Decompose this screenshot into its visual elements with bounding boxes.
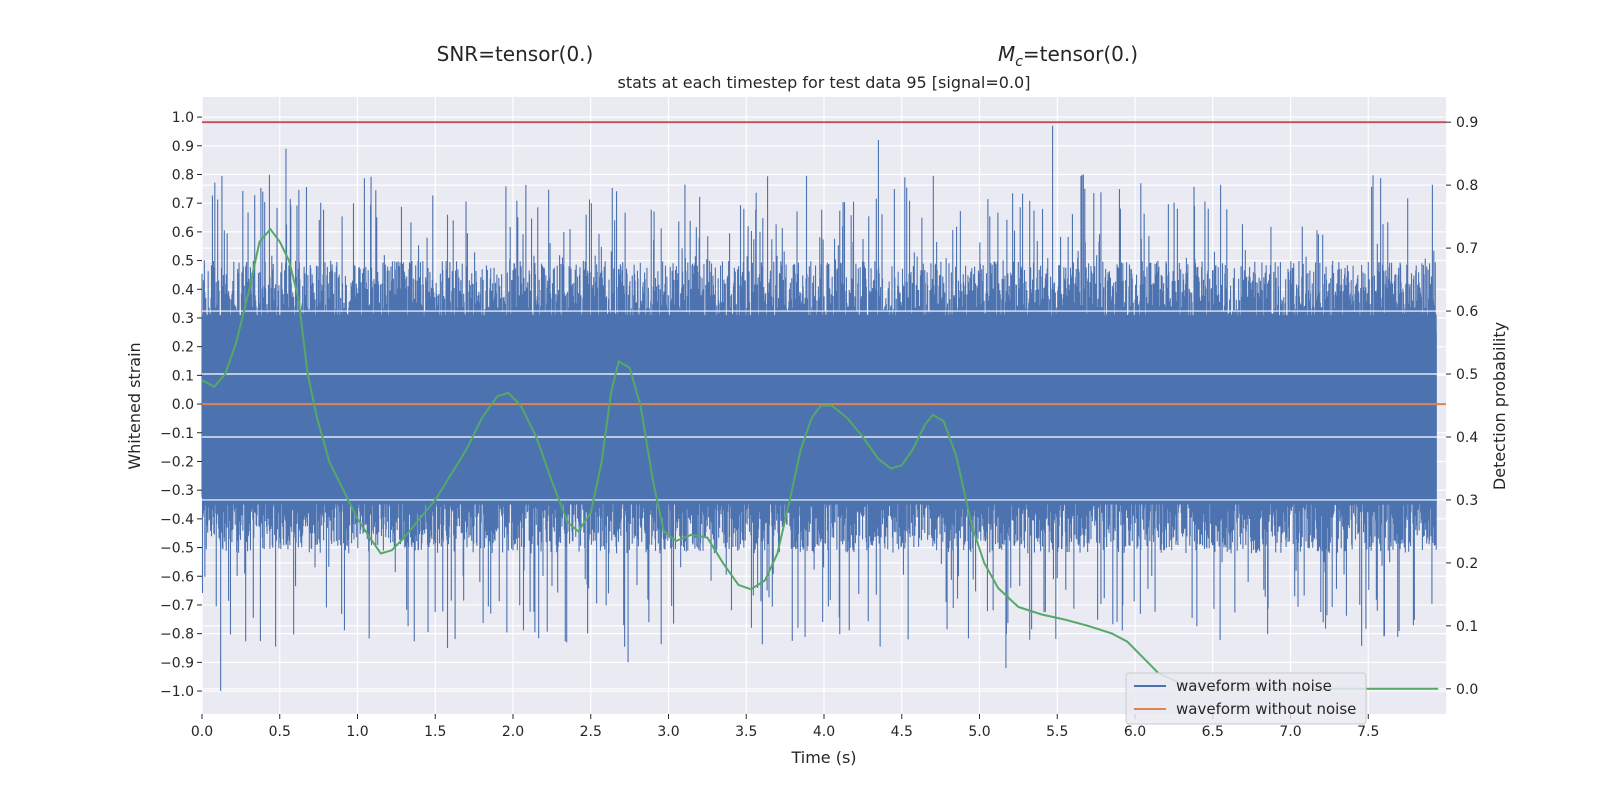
suptitle-right-symbol: M	[998, 42, 1015, 66]
y-left-tick-label: 0.4	[172, 282, 194, 298]
y-left-tick-label: −0.2	[160, 454, 194, 470]
y-left-tick-label: 0.8	[172, 167, 194, 183]
y-left-tick-label: −0.6	[160, 569, 194, 585]
x-tick-label: 7.5	[1357, 724, 1379, 740]
chart-title: stats at each timestep for test data 95 …	[618, 73, 1031, 92]
y-left-tick-label: −0.1	[160, 426, 194, 442]
x-tick-label: 2.5	[580, 724, 602, 740]
x-tick-label: 5.0	[968, 724, 990, 740]
y-right-tick-label: 0.6	[1456, 304, 1478, 320]
y-right-tick-label: 0.7	[1456, 241, 1478, 257]
x-tick-label: 1.0	[346, 724, 368, 740]
suptitle-right: Mc=tensor(0.)	[998, 42, 1138, 70]
x-tick-label: 0.5	[269, 724, 291, 740]
line-series	[201, 121, 1446, 690]
legend-label-noise: waveform with noise	[1176, 677, 1332, 695]
y-left-tick-label: −1.0	[160, 684, 194, 700]
y-axis-label-right: Detection probability	[1490, 322, 1509, 490]
y-right-tick-label: 0.9	[1456, 115, 1478, 131]
y-left-tick-label: 1.0	[172, 110, 194, 126]
y-left-tick-label: 0.6	[172, 225, 194, 241]
legend-label-clean: waveform without noise	[1176, 700, 1356, 718]
x-tick-label: 6.0	[1124, 724, 1146, 740]
y-left-tick-label: −0.4	[160, 512, 194, 528]
y-left-tick-label: 0.3	[172, 311, 194, 327]
y-left-tick-label: 0.0	[172, 397, 194, 413]
x-tick-label: 1.5	[424, 724, 446, 740]
y-right-tick-label: 0.8	[1456, 178, 1478, 194]
y-axis-label-left: Whitened strain	[125, 342, 144, 469]
y-right-tick-label: 0.0	[1456, 682, 1478, 698]
y-left-tick-label: −0.9	[160, 655, 194, 671]
suptitle-right-sub: c	[1015, 54, 1023, 70]
detection-probability-line	[201, 227, 1439, 690]
x-tick-label: 4.0	[813, 724, 835, 740]
noisy-waveform-core	[202, 315, 1437, 505]
y-right-tick-label: 0.5	[1456, 367, 1478, 383]
legend: waveform with noise waveform without noi…	[1125, 672, 1367, 725]
y-left-tick-label: −0.8	[160, 627, 194, 643]
y-left-tick-label: 0.7	[172, 196, 194, 212]
axes: 0.0 0.5 1.0 1.5 2.0 2.5 3.0 3.5 4.0 4.5 5.0 5.5 6.0 6…	[160, 110, 1478, 740]
x-tick-label: 6.5	[1202, 724, 1224, 740]
x-axis-label: Time (s)	[790, 748, 856, 767]
y-left-tick-label: 0.2	[172, 340, 194, 356]
noisy-waveform-series	[201, 125, 1437, 691]
suptitle-right-rest: =tensor(0.)	[1023, 42, 1138, 66]
x-tick-label: 5.5	[1046, 724, 1068, 740]
y-left-tick-label: −0.5	[160, 541, 194, 557]
legend-box	[1125, 672, 1367, 725]
x-tick-label: 7.0	[1279, 724, 1301, 740]
y-left-tick-label: 0.5	[172, 254, 194, 270]
suptitle-left: SNR=tensor(0.)	[437, 42, 594, 66]
x-tick-label: 2.0	[502, 724, 524, 740]
y-right-tick-label: 0.3	[1456, 493, 1478, 509]
x-tick-label: 3.0	[657, 724, 679, 740]
x-tick-label: 3.5	[735, 724, 757, 740]
x-tick-label: 4.5	[891, 724, 913, 740]
y-right-tick-label: 0.2	[1456, 556, 1478, 572]
y-left-tick-label: −0.7	[160, 598, 194, 614]
y-left-tick-label: 0.9	[172, 139, 194, 155]
y-right-tick-label: 0.1	[1456, 619, 1478, 635]
y-right-tick-label: 0.4	[1456, 430, 1478, 446]
y-left-tick-label: −0.3	[160, 483, 194, 499]
x-tick-label: 0.0	[191, 724, 213, 740]
y-left-tick-label: 0.1	[172, 368, 194, 384]
